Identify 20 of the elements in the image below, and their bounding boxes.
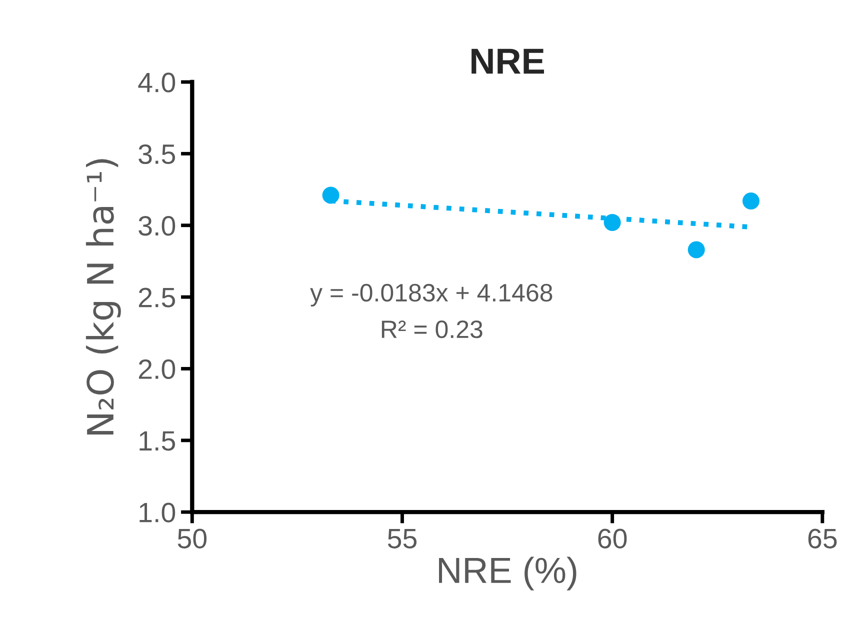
y-tick-label: 4.0 (138, 72, 176, 92)
x-tick-label: 60 (598, 528, 627, 548)
y-tick-label: 3.5 (138, 144, 176, 164)
x-tick-label: 55 (388, 529, 417, 548)
x-tick-label: 65 (808, 528, 837, 548)
y-tick-label: 3.0 (138, 216, 176, 236)
chart-title: NRE (472, 48, 544, 74)
x-axis-title: NRE (%) (439, 556, 576, 590)
y-tick-label: 2.0 (138, 359, 176, 380)
annotation: y = -0.0183x + 4.1468 (310, 284, 552, 307)
y-tick-label: 1.0 (140, 502, 176, 522)
y-tick-label: 1.5 (140, 431, 176, 451)
point (688, 241, 705, 258)
point (742, 192, 760, 210)
point (322, 186, 340, 204)
point (604, 214, 621, 231)
annotation: R² = 0.23 (382, 320, 482, 338)
y-axis-title: N₂O (kg N ha⁻¹) (86, 159, 121, 434)
x-tick-label: 50 (178, 528, 207, 548)
y-tick-label: 2.5 (138, 288, 176, 308)
